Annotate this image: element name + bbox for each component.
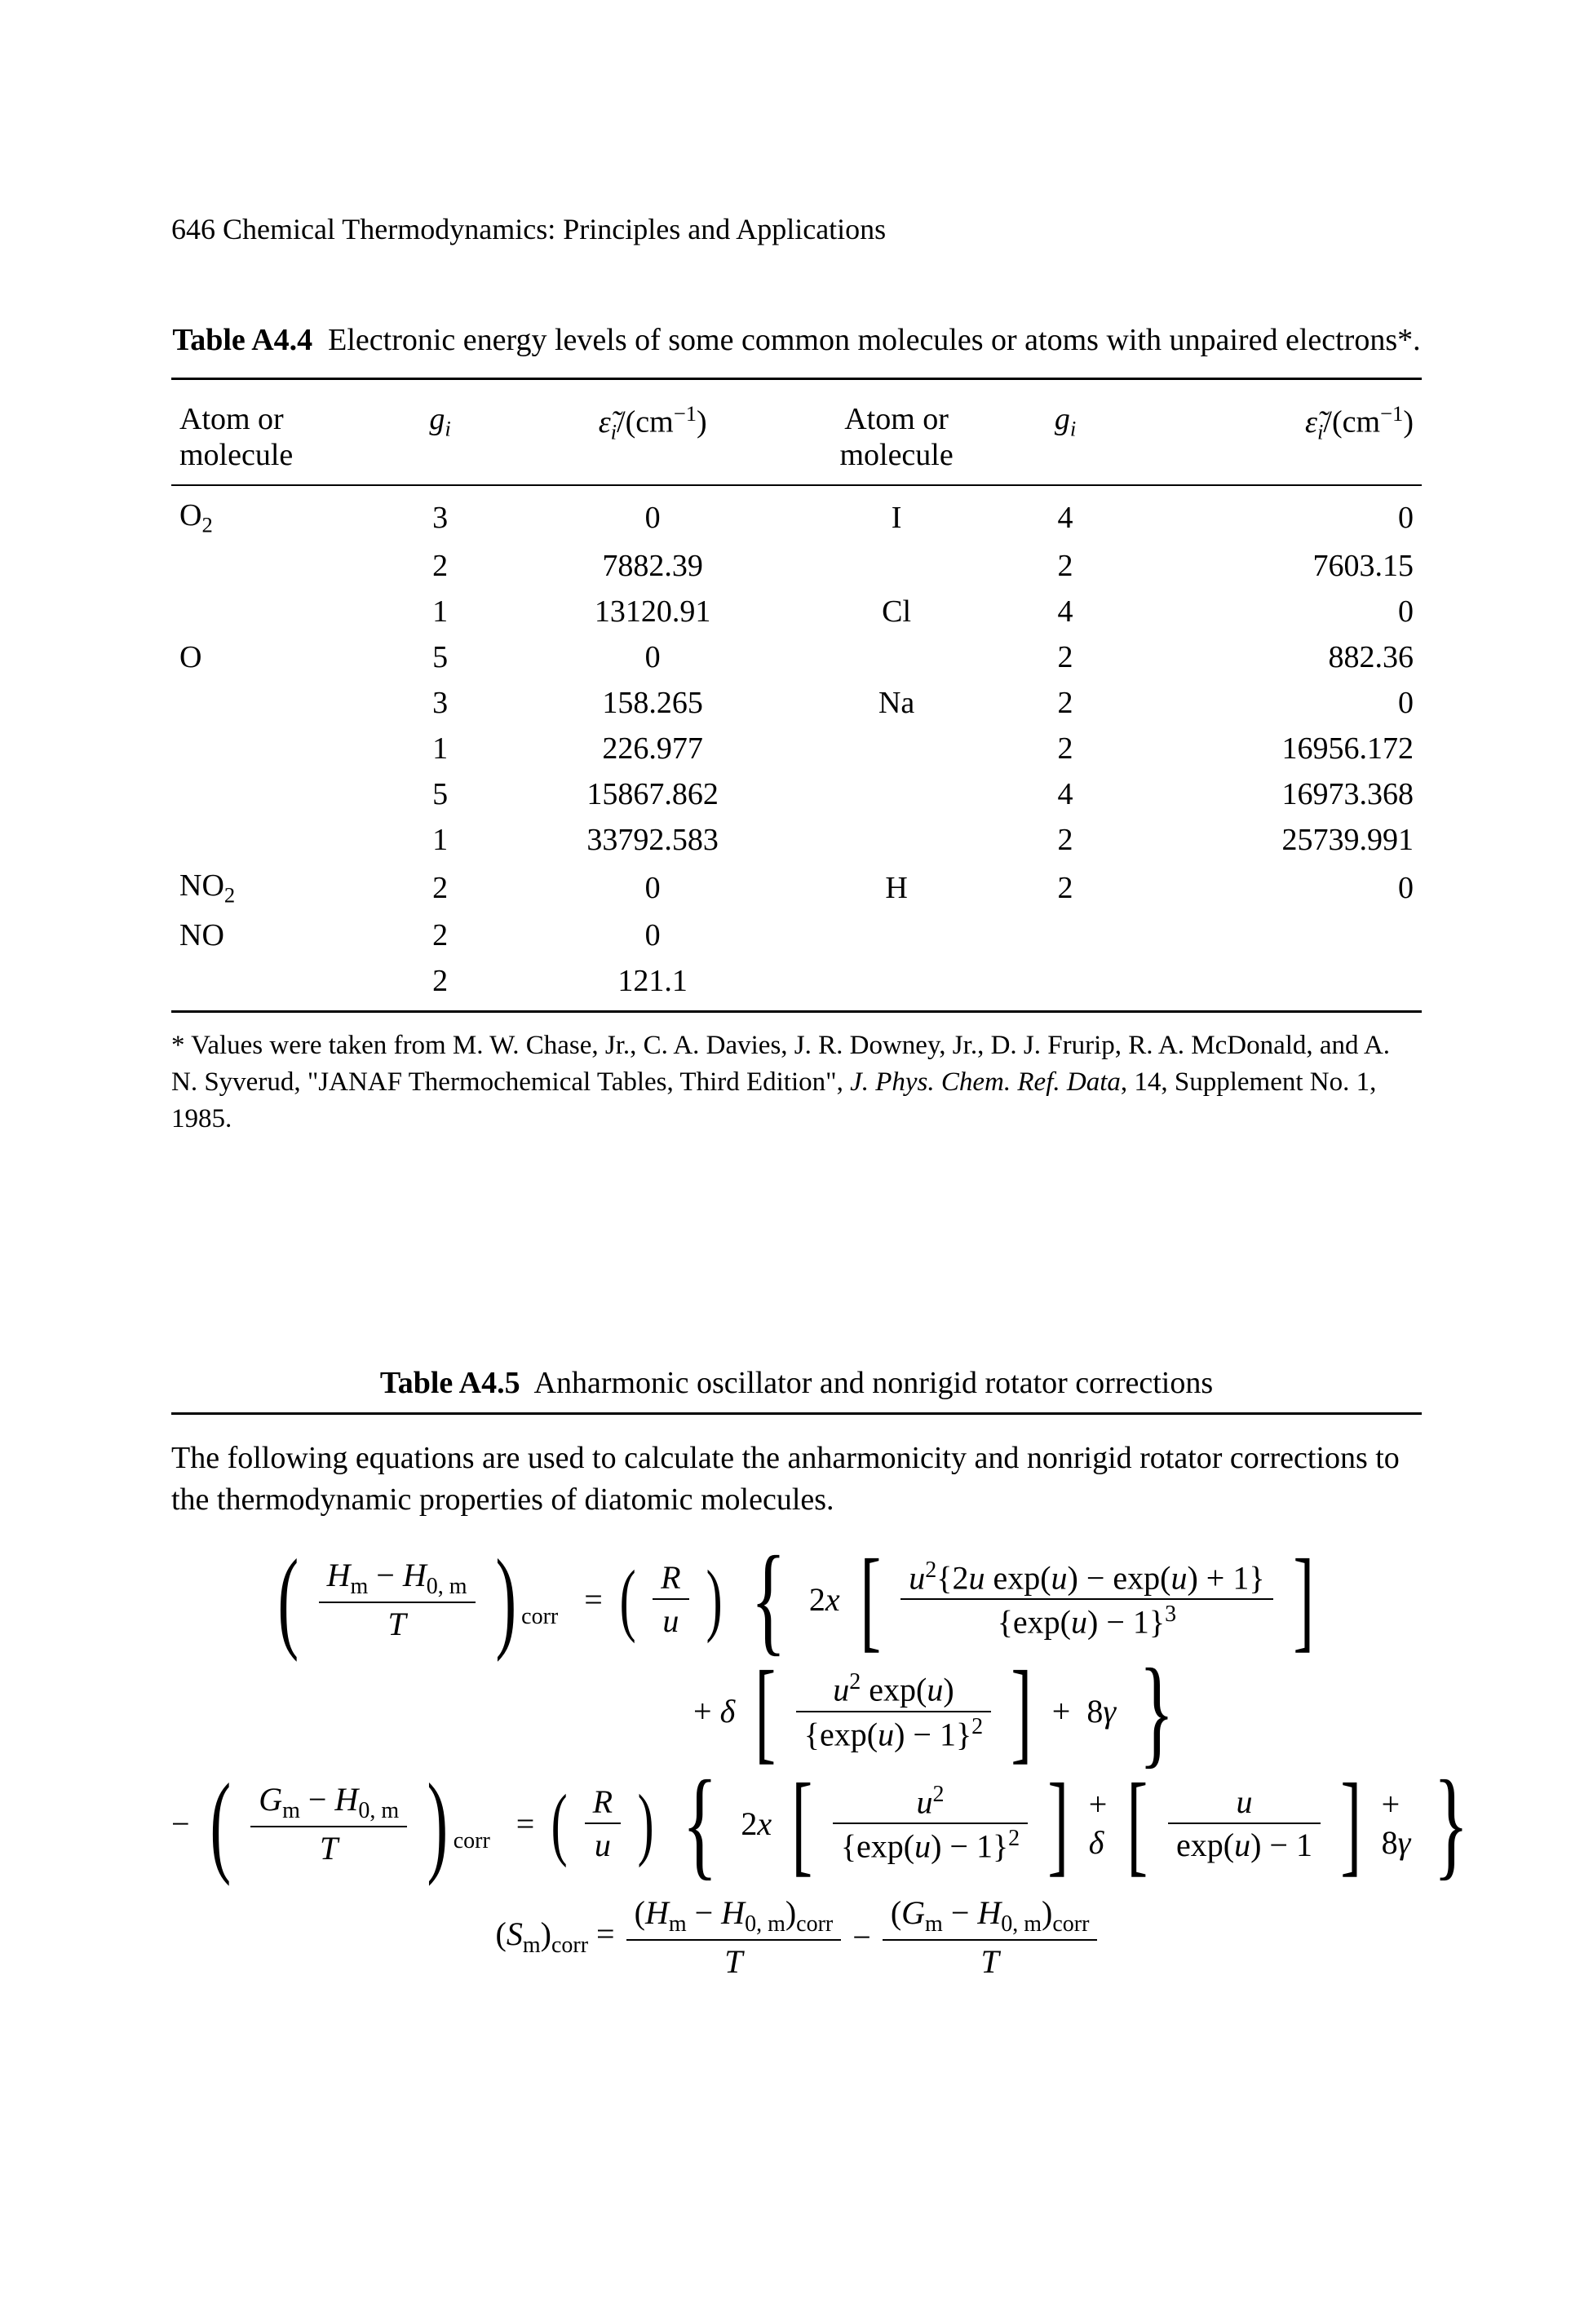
table-a45-caption-text: Anharmonic oscillator and nonrigid rotat… — [534, 1366, 1214, 1400]
table-cell — [171, 958, 371, 1012]
table-cell: 2 — [997, 726, 1135, 771]
table-row: NO220H20 — [171, 863, 1422, 913]
table-cell: 2 — [371, 912, 509, 958]
col-atom2: Atom ormolecule — [796, 390, 996, 485]
col-gi2: gi — [997, 390, 1135, 485]
table-a45-body: The following equations are used to calc… — [171, 1438, 1422, 1522]
table-cell: 2 — [371, 863, 509, 913]
table-cell: 0 — [509, 863, 797, 913]
table-cell: 121.1 — [509, 958, 797, 1012]
table-row: 1226.977 216956.172 — [171, 726, 1422, 771]
table-a44: Atom ormolecule gi ε̃i/(cm−1) Atom ormol… — [171, 378, 1422, 1013]
table-cell: 15867.862 — [509, 771, 797, 817]
table-cell — [796, 912, 996, 958]
table-cell: 2 — [371, 543, 509, 589]
table-cell: 3 — [371, 680, 509, 726]
table-a44-caption-text: Electronic energy levels of some common … — [328, 323, 1420, 357]
table-cell: 226.977 — [509, 726, 797, 771]
eq1-line2: + δ [ u2 exp(u) {exp(u) − 1}2 ] + 8γ } — [171, 1668, 1422, 1756]
table-cell: 1 — [371, 726, 509, 771]
table-a45-caption: Table A4.5 Anharmonic oscillator and non… — [171, 1365, 1422, 1415]
table-cell: 4 — [997, 485, 1135, 543]
table-cell: 882.36 — [1134, 634, 1422, 680]
table-cell: 7603.15 — [1134, 543, 1422, 589]
table-cell: NO2 — [171, 863, 371, 913]
table-cell: 0 — [1134, 485, 1422, 543]
table-cell — [997, 912, 1135, 958]
table-cell: 5 — [371, 634, 509, 680]
table-a44-label: Table A4.4 — [172, 323, 312, 357]
table-cell: 0 — [1134, 589, 1422, 634]
table-cell — [1134, 958, 1422, 1012]
table-cell: 33792.583 — [509, 817, 797, 863]
running-head: 646 Chemical Thermodynamics: Principles … — [171, 212, 1422, 246]
table-cell — [796, 771, 996, 817]
table-row: O50 2882.36 — [171, 634, 1422, 680]
footnote-journal: J. Phys. Chem. Ref. Data — [850, 1067, 1121, 1097]
table-row: NO20 — [171, 912, 1422, 958]
table-cell: 158.265 — [509, 680, 797, 726]
table-cell: 2 — [997, 634, 1135, 680]
table-cell: 7882.39 — [509, 543, 797, 589]
table-cell: 3 — [371, 485, 509, 543]
table-cell: Na — [796, 680, 996, 726]
table-cell — [171, 817, 371, 863]
table-cell: 16956.172 — [1134, 726, 1422, 771]
table-cell — [171, 543, 371, 589]
eq3: (Sm)corr = (Hm − H0, m)corr T − (Gm − H0… — [171, 1892, 1422, 1982]
table-cell: I — [796, 485, 996, 543]
table-cell: Cl — [796, 589, 996, 634]
table-a44-caption: Table A4.4 Electronic energy levels of s… — [171, 320, 1422, 361]
table-cell: 25739.991 — [1134, 817, 1422, 863]
table-cell — [796, 817, 996, 863]
eq2: − ( Gm − H0, m T ) corr = ( R u ) { 2x [… — [171, 1778, 1422, 1869]
table-cell: 1 — [371, 817, 509, 863]
table-row: 2121.1 — [171, 958, 1422, 1012]
table-cell — [796, 958, 996, 1012]
table-cell: 4 — [997, 771, 1135, 817]
table-cell: 2 — [997, 543, 1135, 589]
table-cell: 1 — [371, 589, 509, 634]
equations-block: ( Hm − H0, m T ) corr = ( R u ) { 2x [ u… — [171, 1554, 1422, 1982]
table-cell: 2 — [997, 680, 1135, 726]
table-cell: 0 — [509, 485, 797, 543]
table-cell: 2 — [997, 817, 1135, 863]
table-cell: 5 — [371, 771, 509, 817]
table-cell: 0 — [509, 634, 797, 680]
table-cell: O2 — [171, 485, 371, 543]
table-cell — [171, 589, 371, 634]
table-row: 133792.583 225739.991 — [171, 817, 1422, 863]
table-cell: 0 — [1134, 863, 1422, 913]
table-cell: 13120.91 — [509, 589, 797, 634]
col-eps2: ε̃i/(cm−1) — [1134, 390, 1422, 485]
table-cell: 0 — [1134, 680, 1422, 726]
eq1-line1: ( Hm − H0, m T ) corr = ( R u ) { 2x [ u… — [171, 1554, 1422, 1645]
table-a45-label: Table A4.5 — [380, 1366, 520, 1400]
table-cell: 2 — [997, 863, 1135, 913]
table-row: 515867.862 416973.368 — [171, 771, 1422, 817]
table-cell: 4 — [997, 589, 1135, 634]
table-cell: 0 — [509, 912, 797, 958]
table-cell — [1134, 912, 1422, 958]
table-row: O230I40 — [171, 485, 1422, 543]
col-atom: Atom ormolecule — [171, 390, 371, 485]
table-cell: NO — [171, 912, 371, 958]
table-cell — [796, 634, 996, 680]
table-cell — [796, 543, 996, 589]
table-cell — [171, 726, 371, 771]
table-cell: H — [796, 863, 996, 913]
table-cell: 2 — [371, 958, 509, 1012]
table-cell: 16973.368 — [1134, 771, 1422, 817]
table-row: 3158.265Na20 — [171, 680, 1422, 726]
col-eps: ε̃i/(cm−1) — [509, 390, 797, 485]
table-cell — [997, 958, 1135, 1012]
table-a44-footnote: * Values were taken from M. W. Chase, Jr… — [171, 1027, 1422, 1137]
table-cell: O — [171, 634, 371, 680]
table-cell — [171, 680, 371, 726]
table-cell — [171, 771, 371, 817]
table-row: 27882.3927603.15 — [171, 543, 1422, 589]
table-cell — [796, 726, 996, 771]
col-gi: gi — [371, 390, 509, 485]
table-row: 113120.91Cl40 — [171, 589, 1422, 634]
